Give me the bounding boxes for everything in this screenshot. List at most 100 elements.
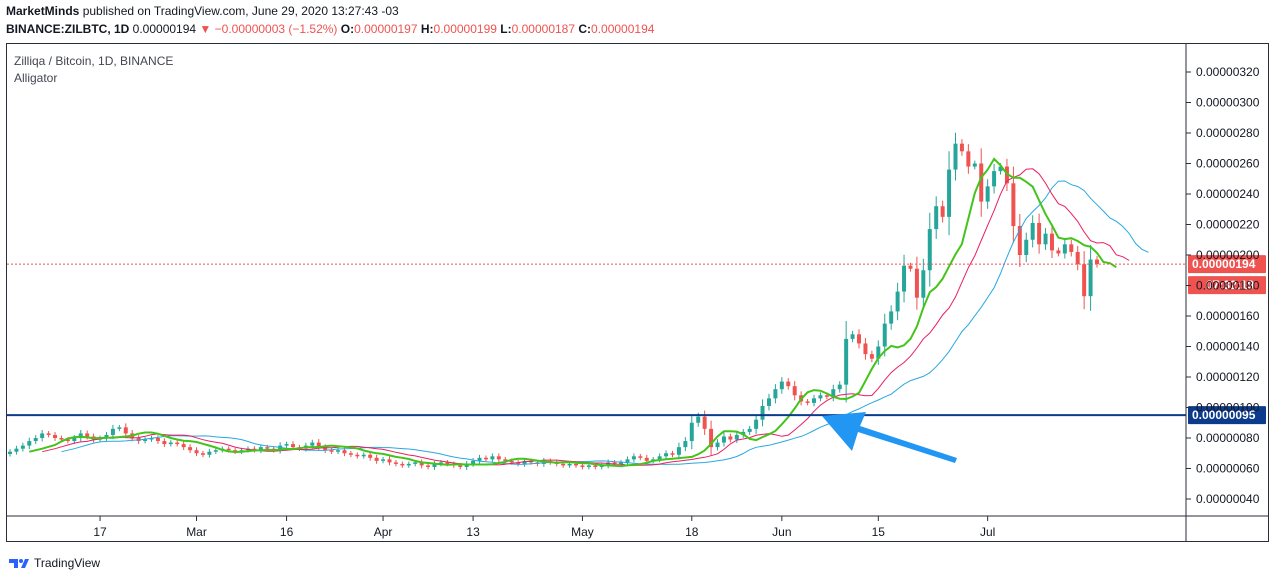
candle-body (561, 463, 566, 466)
chart-frame[interactable] (6, 43, 1269, 542)
candle (1069, 239, 1074, 257)
candle (1043, 228, 1048, 250)
price-tick-label: 0.00000260 (1196, 157, 1260, 171)
candle-body (432, 463, 437, 467)
candle-body (599, 465, 604, 467)
candle (432, 461, 437, 470)
price-tick-label: 0.00000320 (1196, 65, 1260, 79)
candle-body (1024, 239, 1029, 255)
candle-body (734, 434, 739, 440)
candle-body (1062, 244, 1067, 254)
time-tick-label: 15 (872, 525, 886, 539)
candle-body (574, 463, 579, 466)
tradingview-logo-icon (9, 559, 29, 568)
overlay-layer: 0.00000194 07:32:19 0.00000095 (7, 255, 1266, 463)
candle (20, 442, 25, 452)
candle (123, 423, 128, 438)
candle (728, 433, 733, 443)
candle (676, 442, 681, 460)
candle-body (959, 143, 964, 152)
candle-body (110, 428, 115, 435)
candle-body (477, 457, 482, 461)
high-value: 0.00000199 (433, 22, 497, 36)
candle (355, 452, 360, 459)
candle-body (805, 401, 810, 403)
candle-body (155, 438, 160, 442)
time-tick-label: 13 (466, 525, 480, 539)
candle (921, 258, 926, 310)
candle (33, 435, 38, 444)
candle-body (940, 206, 945, 217)
candle-body (483, 457, 488, 460)
candle (381, 456, 386, 464)
candle (734, 431, 739, 443)
candle-body (657, 456, 662, 460)
candle (1037, 213, 1042, 254)
candle (406, 461, 411, 468)
candle-body (889, 311, 894, 324)
author-name[interactable]: MarketMinds (6, 4, 80, 18)
candle-body (696, 416, 701, 423)
last-price: 0.00000194 (132, 22, 197, 36)
candle-body (509, 460, 514, 463)
candle-body (812, 398, 816, 403)
candle (8, 449, 12, 457)
candle-body (213, 450, 218, 452)
price-tick-label: 0.00000120 (1196, 370, 1260, 384)
price-axis: 0.00000320 0.00000300 0.00000280 0.00000260… (1185, 44, 1260, 542)
candle (387, 456, 392, 466)
candle-body (786, 381, 791, 387)
candle (805, 399, 810, 406)
published-text: published on TradingView.com, June 29, 2… (82, 4, 399, 18)
candle-body (361, 454, 366, 457)
candle-body (1069, 244, 1074, 252)
candle-body (458, 465, 463, 467)
candle-body (33, 438, 38, 442)
candle-body (779, 381, 784, 390)
candle (188, 444, 193, 454)
candle (818, 392, 823, 402)
candle (1075, 245, 1080, 271)
candle (664, 450, 669, 460)
candle-body (59, 438, 64, 440)
symbol-label: BINANCE:ZILBTC, 1D (6, 22, 130, 36)
candle-body (766, 398, 771, 406)
candle-body (336, 450, 341, 452)
candle-body (368, 454, 373, 458)
candle-body (580, 465, 585, 467)
legend-indicator[interactable]: Alligator (14, 71, 58, 85)
candle-body (921, 270, 926, 298)
candle-body (747, 428, 752, 432)
candle-body (953, 143, 958, 170)
candle (168, 440, 173, 447)
candle-body (715, 442, 720, 448)
candle-body (207, 451, 212, 455)
support-price-badge-text: 0.00000095 (1192, 408, 1256, 422)
candle (1017, 214, 1022, 267)
last-price-badge: 0.00000194 (1188, 255, 1266, 274)
candle-body (1017, 226, 1022, 255)
time-axis: 17 Mar 16 Apr 13 May 18 Jun 15 Jul (7, 515, 1269, 539)
candle (393, 460, 398, 467)
candle (631, 453, 636, 463)
candle-body (233, 450, 238, 452)
footer[interactable]: TradingView (8, 556, 100, 570)
candle (683, 437, 688, 452)
time-tick-label: Jun (772, 525, 791, 539)
candle-body (850, 334, 855, 339)
candle (715, 439, 720, 451)
candle-body (567, 463, 572, 466)
candle (207, 448, 212, 458)
candle-body (522, 460, 527, 464)
price-tick-label: 0.00000240 (1196, 187, 1260, 201)
candle-body (20, 445, 25, 449)
candle-body (992, 171, 997, 187)
candle-body (323, 447, 328, 451)
candle-body (902, 265, 907, 292)
candle-body (619, 462, 624, 464)
candle (419, 459, 424, 469)
candle (689, 414, 694, 450)
price-tick-label: 0.00000040 (1196, 492, 1260, 506)
low-label: L: (500, 22, 512, 36)
